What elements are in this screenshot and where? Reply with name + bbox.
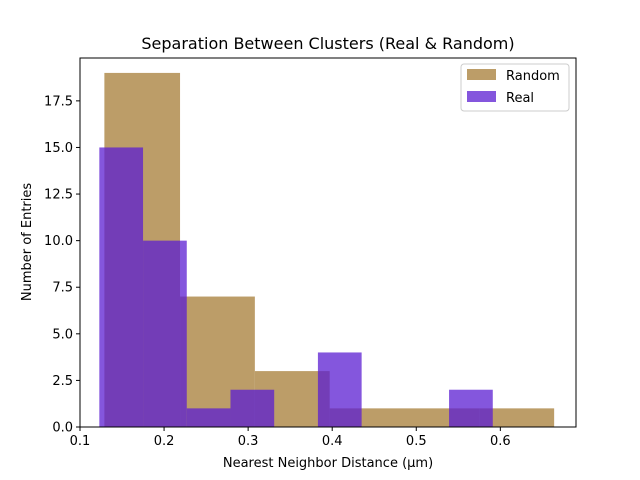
y-tick-label: 17.5: [44, 94, 73, 109]
bar-real-1: [143, 240, 187, 427]
bar-real-8: [449, 389, 493, 427]
y-tick-label: 7.5: [52, 281, 73, 296]
bars-layer: [99, 72, 555, 428]
bar-real-3: [230, 389, 275, 427]
x-tick-label: 0.5: [406, 434, 427, 449]
y-axis-title: Number of Entries: [20, 183, 35, 302]
chart-title: Separation Between Clusters (Real & Rand…: [141, 34, 514, 53]
plot-frame: [79, 57, 577, 428]
bar-real-5: [317, 352, 362, 427]
y-tick-label: 2.5: [52, 374, 73, 389]
x-axis-ticks: 0.1 0.2 0.3 0.4 0.5 0.6: [70, 427, 511, 449]
y-tick-label: 15.0: [44, 141, 73, 156]
y-tick-label: 12.5: [44, 188, 73, 203]
legend-swatch-random: [467, 69, 496, 80]
x-tick-label: 0.6: [490, 434, 511, 449]
legend-swatch-real: [467, 91, 496, 102]
x-tick-label: 0.3: [238, 434, 259, 449]
legend-label-random: Random: [506, 69, 560, 84]
y-axis-ticks: 0.0 2.5 5.0 7.5 10.0 12.5 15.0 17.5: [44, 94, 80, 436]
x-tick-label: 0.2: [154, 434, 175, 449]
y-tick-label: 5.0: [52, 327, 73, 342]
bar-real-0: [99, 147, 144, 428]
y-tick-label: 0.0: [52, 421, 73, 436]
bar-random-5: [479, 408, 555, 427]
x-axis-title: Nearest Neighbor Distance (μm): [223, 456, 433, 471]
bar-real-2: [186, 408, 231, 427]
x-tick-label: 0.4: [322, 434, 343, 449]
x-tick-label: 0.1: [70, 434, 91, 449]
y-tick-label: 10.0: [44, 234, 73, 249]
legend: Random Real: [460, 63, 570, 112]
legend-label-real: Real: [506, 91, 534, 106]
